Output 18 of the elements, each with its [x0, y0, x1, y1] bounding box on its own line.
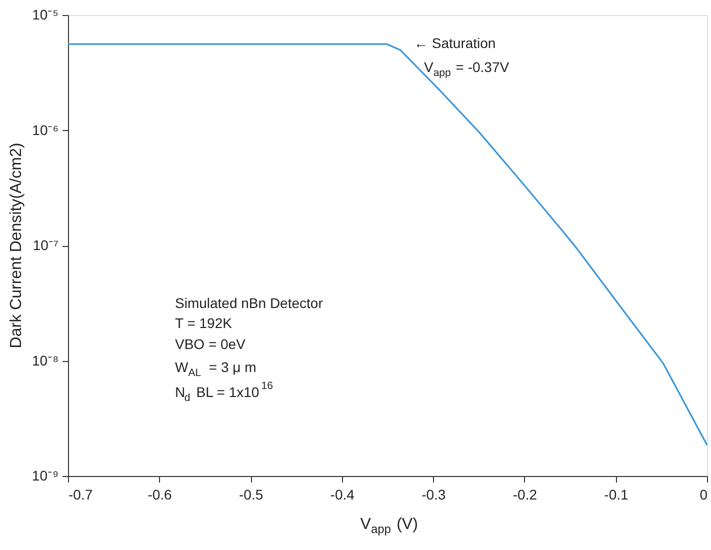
- x-tick-label: -0.1: [604, 486, 628, 502]
- y-tick-label: 10⁻⁷: [32, 237, 58, 253]
- y-axis-title: Dark Current Density(A/cm2): [8, 142, 25, 348]
- x-tick-label: 0: [700, 486, 708, 502]
- annotation: VBO = 0eV: [175, 336, 246, 352]
- x-tick-label: -0.5: [239, 486, 264, 502]
- annotation: ← Saturation: [414, 35, 496, 51]
- annotation: Simulated nBn Detector: [175, 295, 324, 311]
- y-tick-label: 10⁻⁹: [32, 468, 58, 484]
- x-tick-label: -0.6: [148, 486, 172, 502]
- x-tick-label: -0.4: [330, 486, 355, 502]
- annotation: T = 192K: [175, 315, 233, 331]
- y-tick-label: 10⁻⁵: [32, 6, 58, 22]
- x-tick-label: -0.3: [422, 486, 446, 502]
- y-tick-label: 10⁻⁸: [32, 352, 59, 368]
- x-tick-label: -0.7: [68, 486, 93, 502]
- y-tick-label: 10⁻⁶: [32, 122, 58, 138]
- x-tick-label: -0.2: [512, 486, 538, 502]
